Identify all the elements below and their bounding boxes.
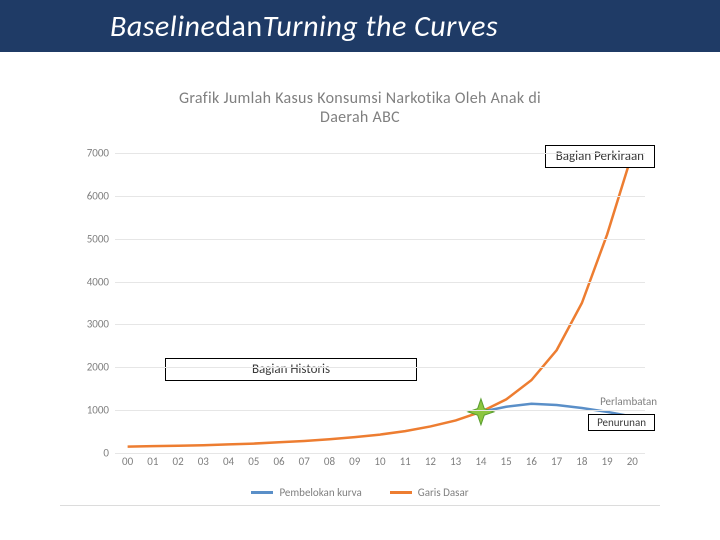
annot-penurunan: Penurunan xyxy=(588,414,655,431)
chart-lines-svg xyxy=(115,153,645,453)
x-tick-label: 16 xyxy=(519,455,544,468)
title-part2: dan xyxy=(215,8,262,45)
x-tick-label: 05 xyxy=(241,455,266,468)
x-tick-label: 12 xyxy=(418,455,443,468)
chart-title: Grafik Jumlah Kasus Konsumsi Narkotika O… xyxy=(60,89,660,127)
annot-bagian-historis: Bagian Historis xyxy=(165,358,417,381)
legend-swatch-turning xyxy=(251,491,273,494)
gridline xyxy=(115,282,645,283)
y-tick-label: 0 xyxy=(103,447,109,460)
x-tick-label: 19 xyxy=(594,455,619,468)
title-part1: Baseline xyxy=(110,8,215,45)
legend-label-baseline: Garis Dasar xyxy=(418,486,469,499)
x-tick-label: 04 xyxy=(216,455,241,468)
star-icon xyxy=(468,399,494,425)
annot-bagian-perkiraan: Bagian Perkiraan xyxy=(545,145,655,168)
legend-swatch-baseline xyxy=(390,491,412,494)
slide-root: Baseline dan Turning the Curves Grafik J… xyxy=(0,0,720,540)
x-tick-label: 10 xyxy=(367,455,392,468)
y-tick-label: 3000 xyxy=(87,318,109,331)
title-bar: Baseline dan Turning the Curves xyxy=(0,0,720,52)
x-tick-label: 03 xyxy=(191,455,216,468)
legend-label-turning: Pembelokan kurva xyxy=(279,486,361,499)
x-tick-label: 06 xyxy=(266,455,291,468)
gridline xyxy=(115,410,645,411)
x-tick-label: 09 xyxy=(342,455,367,468)
plot-area: Bagian Historis Bagian Perkiraan Perlamb… xyxy=(115,153,645,453)
y-tick-label: 5000 xyxy=(87,232,109,245)
x-axis: 0001020304050607080910111213141516171819… xyxy=(115,455,645,468)
gridline xyxy=(115,367,645,368)
chart-title-line2: Daerah ABC xyxy=(60,108,660,127)
chart-container: Grafik Jumlah Kasus Konsumsi Narkotika O… xyxy=(60,85,660,506)
gridline xyxy=(115,196,645,197)
legend-item-turning: Pembelokan kurva xyxy=(251,486,361,499)
x-tick-label: 15 xyxy=(494,455,519,468)
x-tick-label: 00 xyxy=(115,455,140,468)
chart-title-line1: Grafik Jumlah Kasus Konsumsi Narkotika O… xyxy=(60,89,660,108)
series-baseline xyxy=(128,153,633,447)
x-tick-label: 14 xyxy=(468,455,493,468)
gridline xyxy=(115,153,645,154)
gridline xyxy=(115,239,645,240)
y-tick-label: 4000 xyxy=(87,275,109,288)
y-tick-label: 1000 xyxy=(87,404,109,417)
y-tick-label: 2000 xyxy=(87,361,109,374)
gridline xyxy=(115,324,645,325)
y-tick-label: 7000 xyxy=(87,147,109,160)
x-tick-label: 20 xyxy=(620,455,645,468)
star-marker xyxy=(468,399,494,425)
x-tick-label: 08 xyxy=(317,455,342,468)
y-tick-label: 6000 xyxy=(87,189,109,202)
title-part3: Turning the Curves xyxy=(263,8,498,45)
legend: Pembelokan kurva Garis Dasar xyxy=(60,486,660,499)
x-tick-label: 13 xyxy=(443,455,468,468)
legend-item-baseline: Garis Dasar xyxy=(390,486,469,499)
x-tick-label: 18 xyxy=(569,455,594,468)
x-tick-label: 07 xyxy=(292,455,317,468)
x-tick-label: 02 xyxy=(165,455,190,468)
x-tick-label: 01 xyxy=(140,455,165,468)
gridline xyxy=(115,453,645,454)
x-tick-label: 17 xyxy=(544,455,569,468)
x-tick-label: 11 xyxy=(393,455,418,468)
annot-perlambatan: Perlambatan xyxy=(600,395,657,408)
